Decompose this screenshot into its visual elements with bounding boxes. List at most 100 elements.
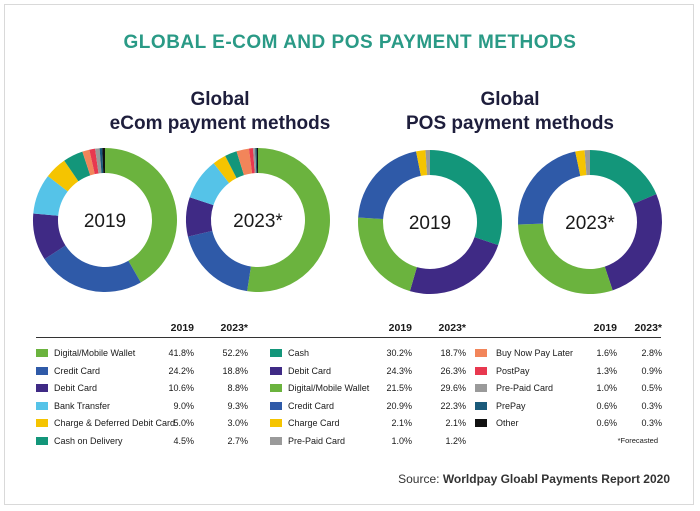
column-header-2019: 2019 [388,322,412,334]
legend-swatch [36,419,48,428]
value-2023: 29.6% [440,383,466,394]
donut-slice [584,150,590,176]
value-2023: 0.3% [641,400,662,411]
legend-swatch [36,401,48,410]
donut-slice [99,148,104,174]
donut-slice [604,194,662,291]
donut-slice [64,151,91,182]
ecom-section-title: Global eCom payment methods [109,89,331,134]
donut-slice [575,150,587,177]
value-2023: 26.3% [440,365,466,376]
donut-slice [33,176,68,216]
donut-center-label: 2019 [84,211,126,232]
value-2019: 2.1% [391,418,412,429]
value-2023: 18.7% [440,348,466,358]
value-2019: 10.6% [168,383,194,394]
value-2019: 30.2% [386,348,412,358]
donut-slice [189,163,230,206]
legend-swatch [475,349,487,357]
value-2023: 22.3% [440,400,466,411]
donut-center-label: 2019 [409,213,451,234]
donut-center-label: 2023* [233,211,283,232]
legend-label: Pre-Paid Card [288,436,346,446]
donut-slice [590,150,657,204]
value-2023: 8.8% [227,383,248,394]
value-2019: 0.6% [596,418,617,429]
value-2023: 2.1% [445,418,466,429]
legend-swatch [36,349,48,357]
donut-slice [518,223,613,294]
legend-swatch [36,366,48,375]
donut-slice [358,151,421,220]
value-2019: 1.0% [596,383,617,394]
value-2023: 2.7% [227,436,248,446]
value-2019: 20.9% [386,400,412,411]
donut-slice [518,151,581,225]
value-2023: 52.2% [222,348,248,358]
legend-label: Credit Card [288,400,335,411]
value-2023: 3.0% [227,418,248,429]
legend-label: Debit Card [54,383,98,394]
value-2023: 18.8% [222,365,248,376]
legend-label: Credit Card [54,365,101,376]
legend-swatch [475,366,487,375]
donut-slice [82,149,95,176]
donut-slice [102,148,105,174]
legend-label: Digital/Mobile Wallet [54,348,136,358]
legend-swatch [36,384,48,393]
value-2019: 0.6% [596,400,617,411]
donut-slice [105,148,178,283]
value-2019: 1.0% [391,436,412,446]
donut-center-label: 2023* [565,213,615,234]
legend-label: PostPay [496,365,530,376]
legend-label: Cash on Delivery [54,436,123,446]
donut-slice [248,148,255,174]
value-2019: 9.0% [173,400,194,411]
legend-swatch [475,384,487,393]
donut-slice [89,148,99,175]
legend-swatch [475,419,487,428]
donut-slice [253,148,257,174]
donut-slice [255,148,258,174]
donut-slice [213,155,237,183]
value-2019: 5.0% [173,418,194,429]
value-2019: 41.8% [168,348,194,358]
donut-charts: 2019 2023* 2019 2023* [33,148,662,295]
value-2019: 1.6% [596,348,617,358]
legend-label: Debit Card [288,365,332,376]
forecast-footnote: *Forecasted [617,436,658,445]
legend-label: Digital/Mobile Wallet [288,383,370,394]
legend-swatch [270,419,282,428]
page-title: GLOBAL E-COM AND POS PAYMENT METHODS [123,32,577,53]
legend-label: Other [496,418,519,429]
donut-slice [409,237,499,295]
column-header-2023: 2023* [220,322,248,334]
legend-swatch [270,349,282,357]
column-header-2019: 2019 [170,322,194,334]
value-2023: 2.8% [641,348,662,358]
value-2019: 21.5% [386,383,412,394]
value-2019: 4.5% [173,436,194,446]
value-2023: 0.5% [641,383,662,394]
donut-slice [416,150,428,176]
legend-swatch [270,437,282,445]
legend-label: Buy Now Pay Later [496,348,574,358]
donut-slice [236,148,253,176]
donut-slice [187,230,251,292]
source-line: Source: Worldpay Gloabl Payments Report … [398,472,670,486]
donut-slice [44,245,141,292]
value-2023: 1.2% [445,436,466,446]
source-name: Worldpay Gloabl Payments Report 2020 [442,472,670,486]
donut-slice [95,148,102,174]
pos-section-title: Global POS payment methods [406,89,614,134]
column-header-2019: 2019 [593,322,617,334]
source-prefix: Source: [398,472,440,486]
donut-slice [256,148,258,174]
legend-label: Bank Transfer [54,400,111,411]
value-2023: 9.3% [227,400,248,411]
donut-slice [33,213,66,260]
donut-slice [247,148,331,292]
table-header-rule [36,337,661,338]
legend-swatch [270,401,282,410]
value-2023: 0.3% [641,418,662,429]
